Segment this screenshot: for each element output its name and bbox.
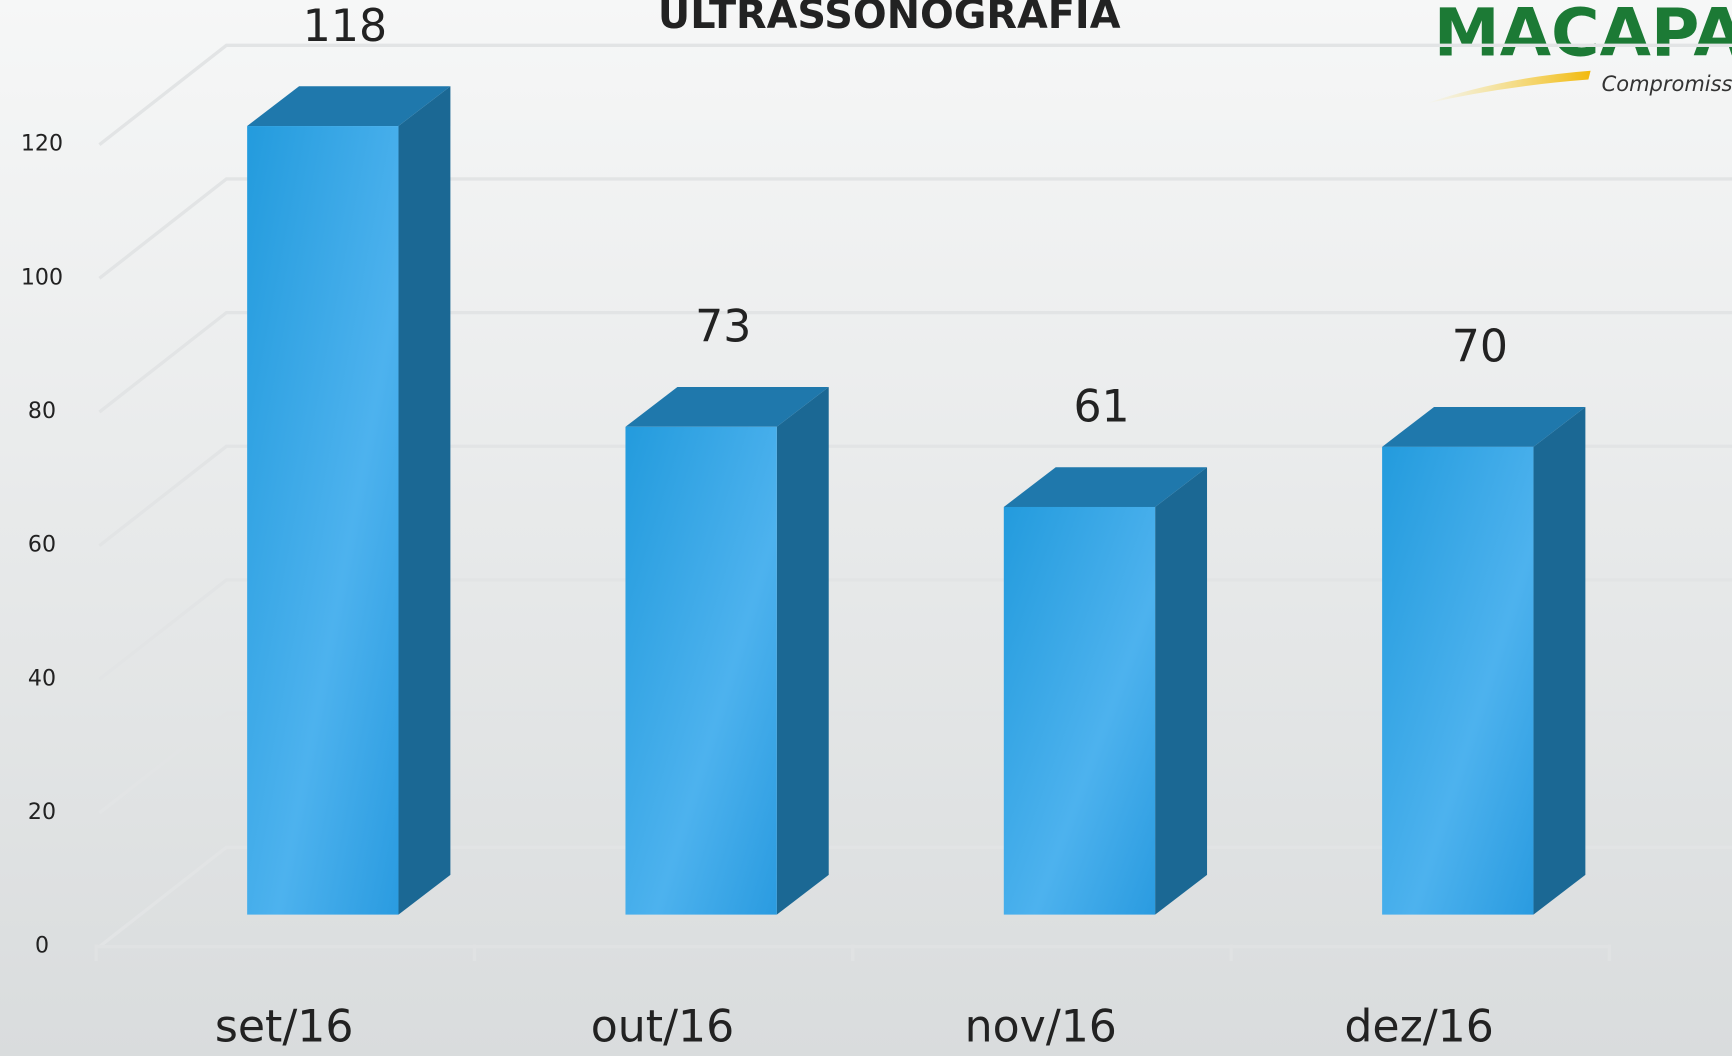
y-tick-label: 100 [21, 264, 63, 290]
grid-line [98, 444, 1732, 547]
value-label: 73 [695, 302, 751, 353]
grid-line [98, 43, 1732, 147]
grid-line [98, 177, 1732, 280]
grid-line [98, 578, 1732, 681]
x-tick-label: dez/16 [1344, 1001, 1494, 1052]
bar [247, 126, 399, 915]
value-label: 118 [303, 1, 387, 52]
y-tick-label: 120 [21, 131, 63, 157]
value-label: 61 [1073, 382, 1129, 433]
y-tick-label: 0 [35, 933, 49, 959]
bar-top [247, 86, 451, 127]
chart-title: ULTRASSONOGRAFIA [658, 0, 1121, 38]
x-tick-label: nov/16 [965, 1001, 1117, 1052]
bar [625, 426, 777, 915]
x-tick-label: set/16 [215, 1001, 354, 1052]
grid-line [98, 310, 1732, 414]
value-label: 70 [1452, 322, 1508, 373]
grid-line [98, 845, 1732, 948]
bar-top [625, 386, 829, 427]
logo: MACAPA Compromiss [1424, 0, 1732, 104]
bar [1003, 506, 1156, 915]
bar [1382, 446, 1534, 915]
x-tick-label: out/16 [591, 1001, 734, 1052]
bar-side [1155, 467, 1208, 915]
logo-name: MACAPA [1434, 0, 1732, 72]
bar-top [1382, 407, 1586, 447]
grid-line [98, 711, 1732, 815]
y-tick-label: 20 [28, 799, 56, 825]
bar-side [398, 86, 451, 915]
y-tick-label: 80 [28, 398, 56, 424]
bar-top [1003, 467, 1208, 507]
bar-side [776, 386, 829, 915]
bar-side [1533, 407, 1586, 915]
y-tick-label: 60 [28, 532, 56, 558]
y-tick-label: 40 [28, 665, 56, 691]
logo-swoosh [1424, 70, 1591, 104]
logo-tagline: Compromiss [1602, 72, 1732, 96]
